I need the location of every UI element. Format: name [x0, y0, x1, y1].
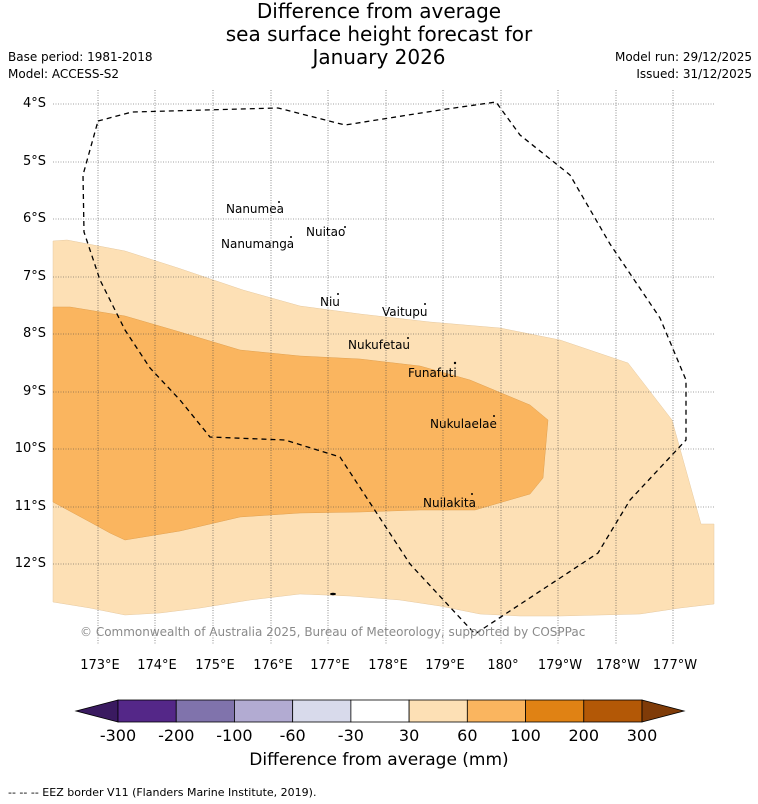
colorbar-tick-label: -100 [216, 726, 253, 745]
island-dot-nanumanga [290, 236, 292, 238]
lon-label: 174°E [137, 658, 177, 673]
base-period: Base period: 1981-2018 [8, 50, 153, 64]
label-vaitupu: Vaitupu [382, 305, 428, 319]
colorbar-tick-label: 30 [398, 726, 420, 745]
map-grid [53, 90, 714, 645]
lon-label: 179°W [537, 658, 583, 673]
colorbar-title: Difference from average (mm) [249, 750, 509, 770]
label-nanumanga: Nanumanga [221, 237, 295, 251]
colorbar-tick-label: 200 [568, 726, 600, 745]
copyright-notice: © Commonwealth of Australia 2025, Bureau… [80, 625, 586, 639]
label-nukufetau: Nukufetau [348, 338, 411, 352]
label-nanumea: Nanumea [226, 202, 284, 216]
lat-label: 6°S [22, 211, 46, 226]
meta-left: Base period: 1981-2018 Model: ACCESS-S2 [8, 49, 153, 83]
lon-label: 179°E [425, 658, 465, 673]
island-dot-nukufetau [407, 337, 409, 339]
colorbar-tick-label: -60 [279, 726, 306, 745]
label-funafuti: Funafuti [408, 366, 457, 380]
title-line-3: January 2026 [312, 45, 446, 69]
island-marks [278, 201, 495, 596]
label-nuilakita: Nuilakita [423, 496, 476, 510]
lat-label: 9°S [22, 384, 46, 399]
colorbar-segment [408, 699, 468, 723]
island-dot-nukulaelae [493, 415, 495, 417]
lon-label: 178°W [595, 658, 641, 673]
lon-label: 175°E [195, 658, 235, 673]
colorbar-segment [466, 699, 526, 723]
band-60-100 [52, 306, 549, 541]
lat-label: 8°S [22, 326, 46, 341]
eez-legend-note: -- -- -- EEZ border V11 (Flanders Marine… [8, 786, 317, 799]
label-nukulaelae: Nukulaelae [430, 417, 497, 431]
colorbar-tick-label: -30 [337, 726, 364, 745]
lat-label: 5°S [22, 154, 46, 169]
colorbar-tick-label: 100 [510, 726, 541, 745]
issued-date: Issued: 31/12/2025 [636, 67, 752, 81]
colorbar-segment [583, 699, 643, 723]
colorbar-segment [525, 699, 585, 723]
island-dot-nanumea [278, 201, 280, 203]
lon-label: 180° [487, 658, 519, 673]
lon-label: 177°E [310, 658, 350, 673]
colorbar-tick-label: 300 [626, 726, 658, 745]
colorbar-tick-label: -200 [158, 726, 195, 745]
colorbar-segment [292, 699, 352, 723]
label-niu: Niu [320, 295, 340, 309]
colorbar-under-arrow [74, 699, 119, 723]
colorbar-segment [350, 699, 410, 723]
eez-border [82, 101, 687, 635]
lat-label: 4°S [22, 96, 46, 111]
lat-label: 12°S [14, 556, 46, 571]
island-dot-south [330, 592, 336, 596]
island-dot-nuilakita [471, 493, 473, 495]
lon-label: 178°E [368, 658, 408, 673]
island-dot-niu [337, 293, 339, 295]
colorbar-segment [175, 699, 235, 723]
title-line-1: Difference from average [256, 0, 502, 23]
meta-right: Model run: 29/12/2025 Issued: 31/12/2025 [615, 49, 752, 83]
colorbar-segment [234, 699, 294, 723]
lat-label: 11°S [14, 499, 46, 514]
lon-label: 173°E [80, 658, 120, 673]
island-dot-funafuti [453, 361, 457, 365]
label-nuitao: Nuitao [306, 225, 346, 239]
colorbar-segment [117, 699, 177, 723]
colorbar-over-arrow [641, 699, 686, 723]
lat-label: 7°S [22, 269, 46, 284]
chart-title: Difference from average sea surface heig… [0, 0, 758, 69]
lat-label: 10°S [14, 441, 46, 456]
lon-label: 176°E [253, 658, 293, 673]
model-run: Model run: 29/12/2025 [614, 50, 752, 64]
title-line-2: sea surface height forecast for [225, 22, 533, 46]
colorbar [74, 699, 686, 723]
model-name: Model: ACCESS-S2 [8, 67, 120, 81]
colorbar-tick-label: -300 [99, 726, 137, 745]
island-dot-vaitupu [424, 303, 426, 305]
colorbar-tick-label: 60 [457, 726, 478, 745]
lon-label: 177°W [652, 658, 698, 673]
island-dot-nuitao [344, 226, 346, 228]
